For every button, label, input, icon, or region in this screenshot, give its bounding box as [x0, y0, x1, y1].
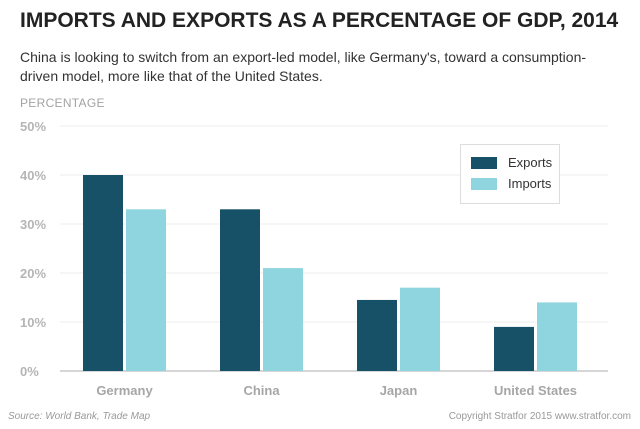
bars [83, 175, 577, 371]
bar-exports-united-states [494, 326, 534, 371]
bar-exports-germany [83, 175, 123, 371]
y-tick-labels: 0% 10% 20% 30% 40% 50% [20, 119, 46, 379]
y-axis-label: PERCENTAGE [20, 96, 105, 110]
y-tick-label: 20% [20, 266, 46, 281]
category-labels: Germany China Japan United States [96, 383, 577, 398]
legend-label-imports: Imports [508, 176, 552, 191]
chart-title: IMPORTS AND EXPORTS AS A PERCENTAGE OF G… [20, 9, 619, 32]
chart-subtitle: China is looking to switch from an expor… [20, 49, 587, 84]
category-label: Germany [96, 383, 153, 398]
bar-imports-germany [126, 209, 166, 371]
y-tick-label: 40% [20, 168, 46, 183]
bar-exports-japan [357, 299, 397, 371]
y-tick-label: 30% [20, 217, 46, 232]
bar-exports-china [220, 209, 260, 371]
y-tick-label: 50% [20, 119, 46, 134]
bar-imports-united-states [537, 302, 577, 371]
category-label: China [243, 383, 280, 398]
legend-swatch-exports [471, 157, 497, 169]
copyright-note: Copyright Stratfor 2015 www.stratfor.com [448, 411, 631, 422]
bar-imports-japan [400, 287, 440, 371]
legend-label-exports: Exports [508, 155, 553, 170]
category-label: Japan [380, 383, 418, 398]
legend-swatch-imports [471, 178, 497, 190]
source-note: Source: World Bank, Trade Map [8, 411, 151, 422]
bar-imports-china [263, 268, 303, 371]
category-label: United States [494, 383, 577, 398]
y-tick-label: 10% [20, 315, 46, 330]
legend: Exports Imports [460, 144, 560, 204]
y-tick-label: 0% [20, 364, 39, 379]
